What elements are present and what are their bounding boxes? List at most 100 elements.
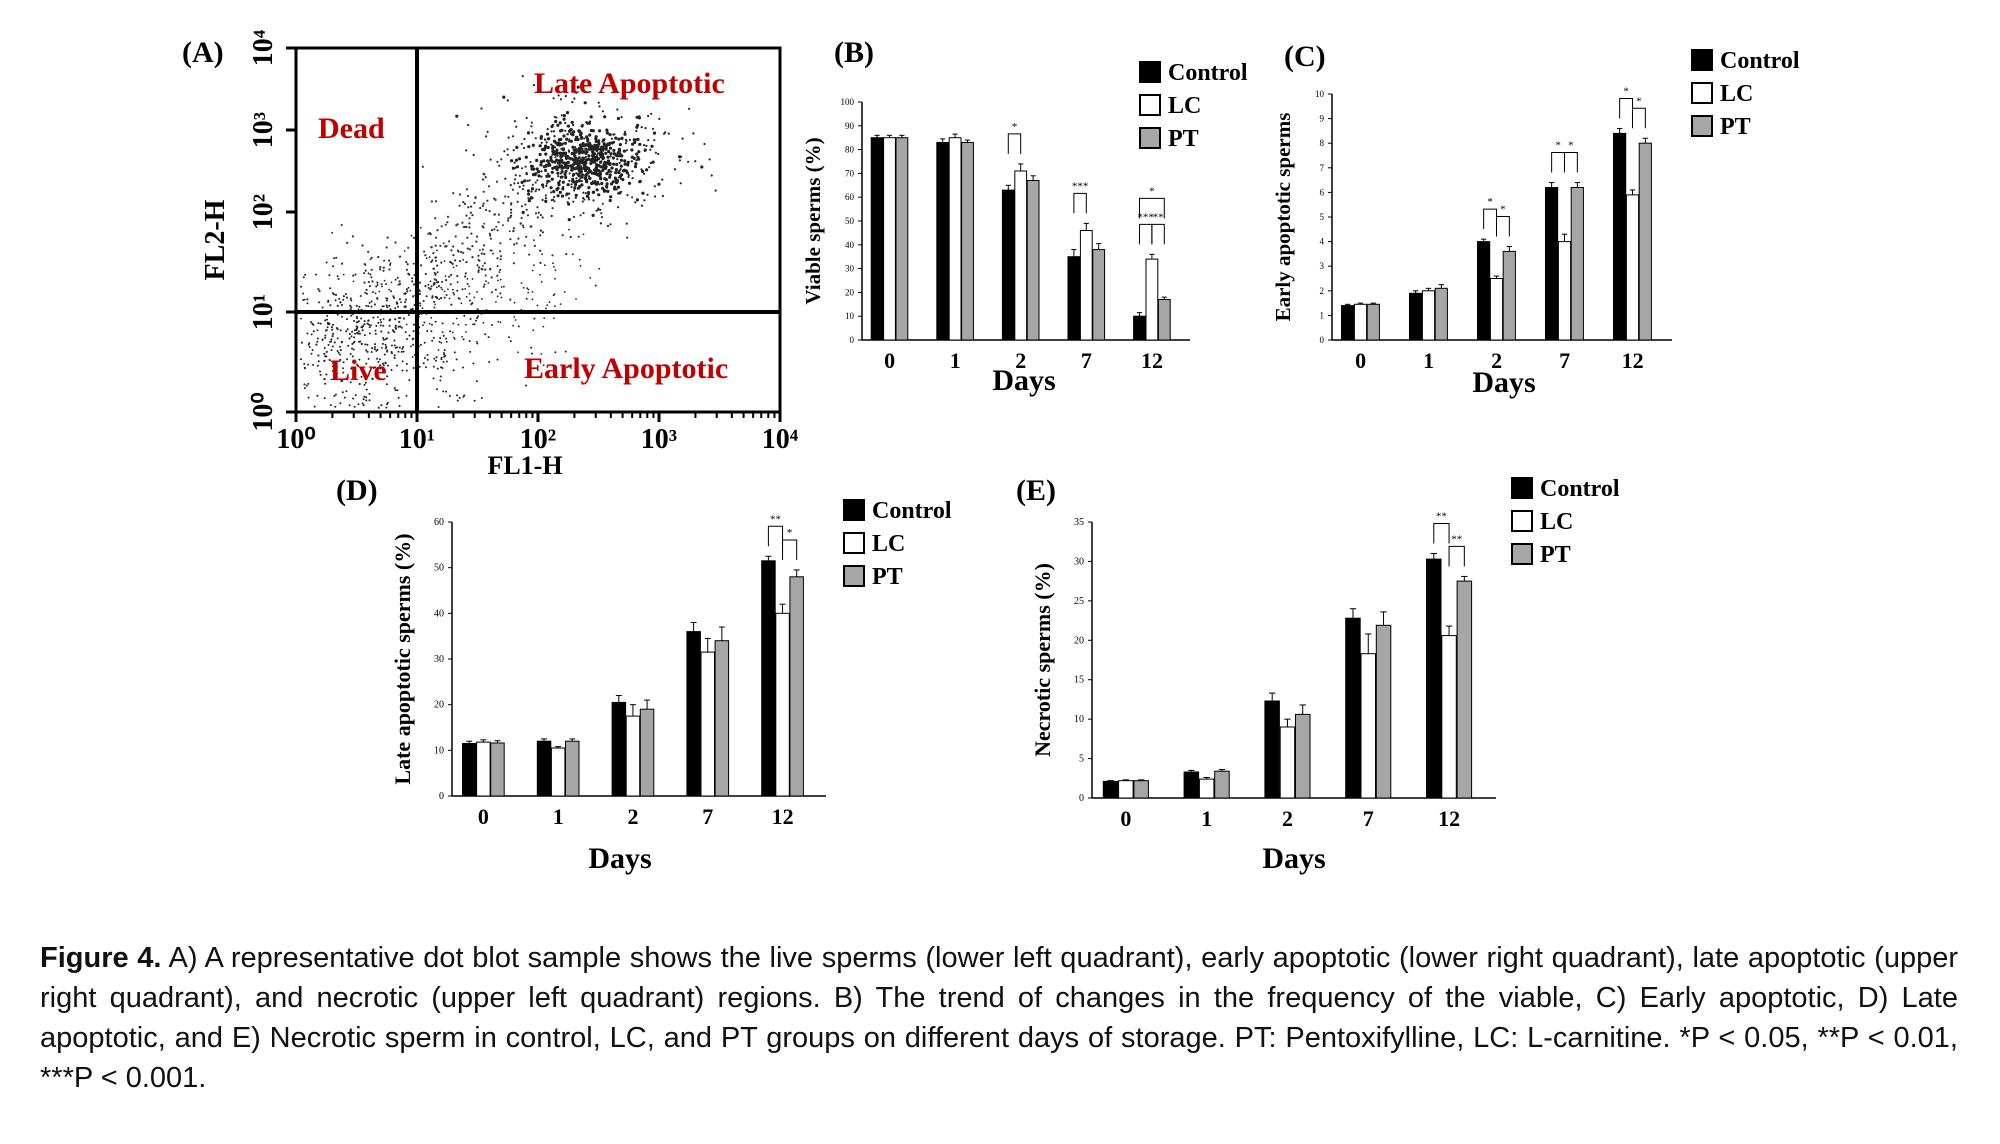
scatter-dot <box>374 366 376 369</box>
scatter-dot <box>497 279 499 282</box>
scatter-dot <box>651 127 655 130</box>
scatter-dot <box>473 296 476 299</box>
scatter-dot <box>429 287 432 290</box>
scatter-dot <box>520 167 524 170</box>
scatter-dot <box>349 308 352 311</box>
scatter-dot <box>315 343 318 346</box>
scatter-dot <box>570 185 573 189</box>
scatter-dot <box>510 208 513 211</box>
scatter-dot <box>504 195 507 198</box>
scatter-dot <box>532 165 535 168</box>
scatter-dot <box>578 159 582 163</box>
scatter-dot <box>673 168 677 171</box>
scatter-dot <box>517 157 522 161</box>
scatter-dot <box>478 266 481 269</box>
scatter-dot <box>633 140 637 144</box>
scatter-dot <box>428 322 431 325</box>
scatter-dot <box>338 297 341 300</box>
scatter-dot <box>424 285 427 288</box>
scatter-dot <box>548 180 551 183</box>
scatter-dot <box>302 276 305 279</box>
x-tick-label: 0 <box>1355 348 1366 373</box>
scatter-dot <box>616 116 621 121</box>
scatter-dot <box>423 321 426 324</box>
scatter-dot <box>336 275 339 278</box>
scatter-dot <box>594 166 598 170</box>
scatter-dot <box>479 206 482 210</box>
scatter-dot <box>455 358 458 361</box>
scatter-dot <box>539 136 543 140</box>
scatter-dot <box>527 288 530 291</box>
scatter-dot <box>456 394 458 397</box>
scatter-dot <box>431 339 434 342</box>
y-axis-label: Necrotic sperms (%) <box>1030 563 1055 757</box>
scatter-dot <box>458 260 462 263</box>
scatter-dot <box>578 258 581 261</box>
scatter-dot <box>560 128 564 132</box>
scatter-dot <box>486 130 489 133</box>
scatter-dot <box>561 161 564 164</box>
scatter-dot <box>555 167 559 172</box>
scatter-dot <box>326 314 329 317</box>
scatter-dot <box>608 146 613 150</box>
significance-bracket <box>782 539 798 560</box>
scatter-dot <box>370 324 372 327</box>
scatter-dot <box>521 210 525 215</box>
scatter-dot <box>477 269 480 272</box>
scatter-dot <box>538 144 542 148</box>
scatter-dot <box>638 142 642 146</box>
scatter-dot <box>383 279 386 282</box>
scatter-dot <box>534 212 538 215</box>
scatter-dot <box>440 261 443 264</box>
scatter-dot <box>349 304 352 307</box>
scatter-dot <box>353 329 356 332</box>
scatter-dot <box>436 367 439 370</box>
scatter-dot <box>385 297 387 300</box>
scatter-dot <box>379 364 381 367</box>
scatter-dot <box>553 317 555 320</box>
scatter-dot <box>513 120 517 123</box>
scatter-dot <box>435 279 438 282</box>
scatter-dot <box>536 167 539 170</box>
scatter-dot <box>313 405 316 408</box>
scatter-dot <box>394 326 397 329</box>
scatter-dot <box>316 364 319 367</box>
scatter-dot <box>531 291 534 293</box>
scatter-dot <box>557 94 560 97</box>
scatter-dot <box>606 159 611 163</box>
bar-lc-day-1 <box>1421 290 1436 341</box>
scatter-dot <box>432 365 435 368</box>
scatter-dot <box>303 298 306 301</box>
scatter-dot <box>476 264 479 267</box>
scatter-dot <box>453 351 456 354</box>
scatter-dot <box>418 281 422 284</box>
scatter-dot <box>536 304 539 307</box>
scatter-dot <box>485 135 488 138</box>
scatter-dot <box>367 272 370 275</box>
scatter-dot <box>590 160 595 164</box>
scatter-dot <box>435 200 438 203</box>
x-tick-label: 1 <box>1201 806 1212 831</box>
scatter-dot <box>586 139 590 143</box>
scatter-dot <box>550 170 554 174</box>
bar-pt-day-1 <box>961 142 974 341</box>
legend-label-pt: PT <box>1720 114 1751 140</box>
scatter-dot <box>619 164 623 168</box>
scatter-dot <box>311 322 314 325</box>
scatter-dot <box>410 345 412 348</box>
scatter-dot <box>576 137 580 142</box>
scatter-dot <box>638 179 642 183</box>
scatter-dot <box>576 135 579 138</box>
scatter-dot <box>449 330 452 333</box>
significance-label: ** <box>1436 511 1447 523</box>
scatter-dot <box>312 363 315 366</box>
scatter-dot <box>380 321 383 324</box>
scatter-dot <box>339 329 342 332</box>
scatter-dot <box>545 184 548 187</box>
scatter-dot <box>476 341 478 343</box>
scatter-dot <box>376 357 379 360</box>
scatter-dot <box>363 334 366 337</box>
scatter-dot <box>300 358 302 361</box>
scatter-dot <box>363 320 366 323</box>
